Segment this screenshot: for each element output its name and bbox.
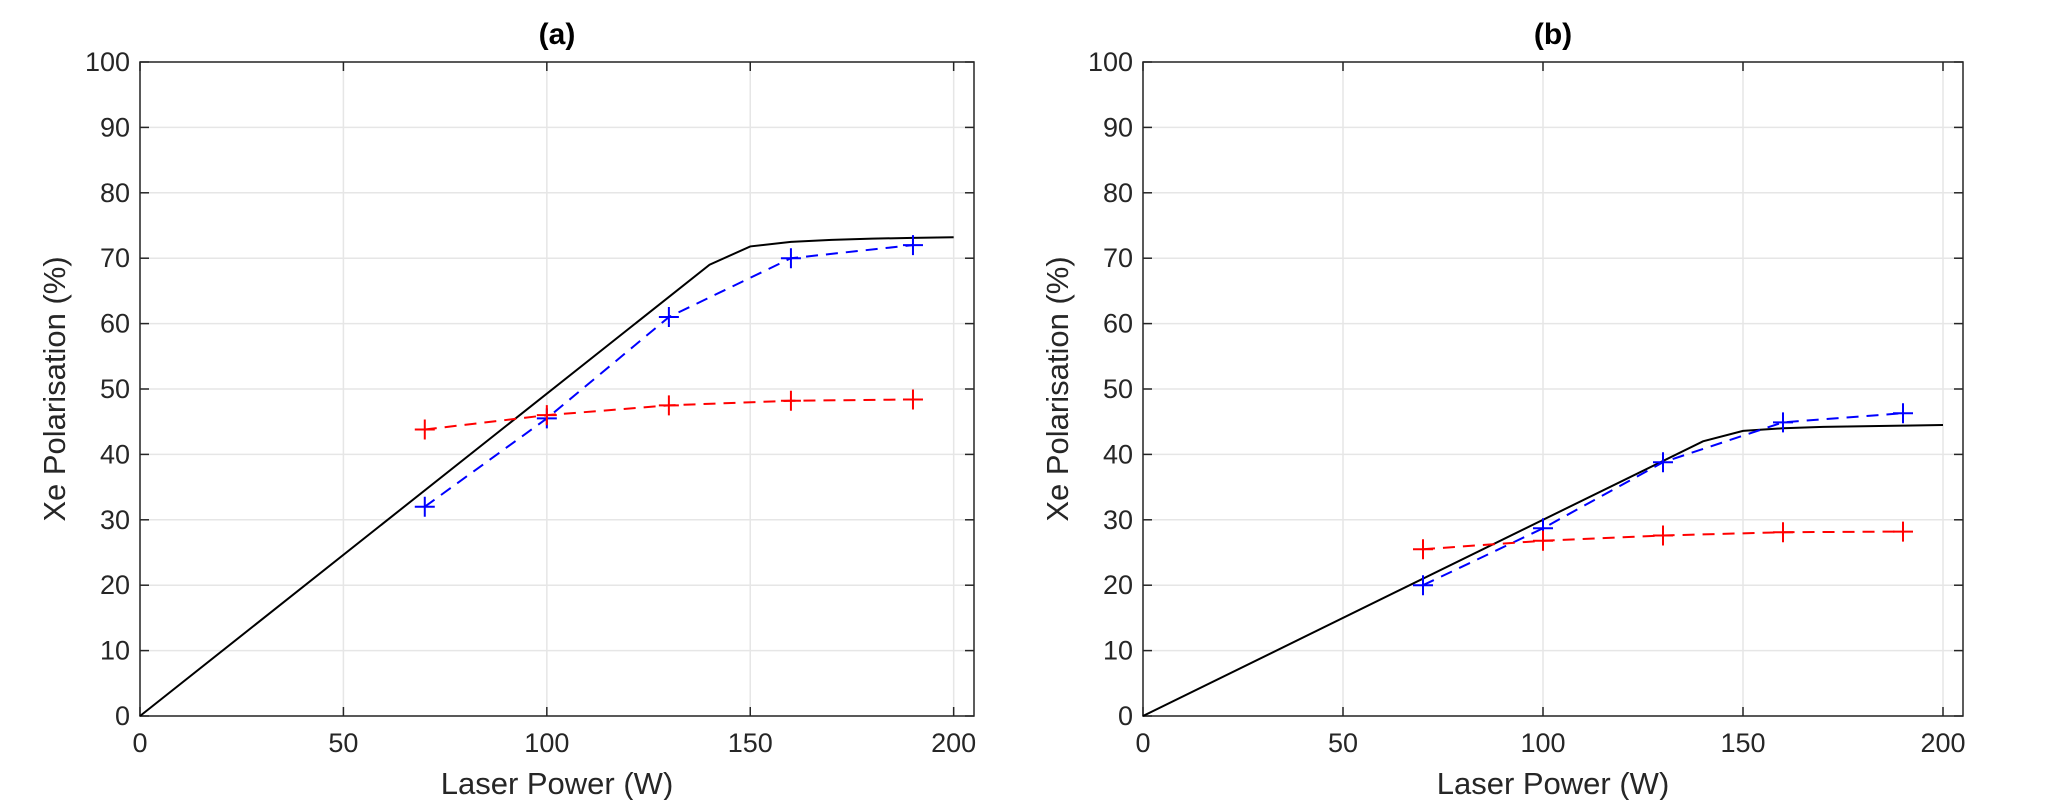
x-tick-label: 200 bbox=[1920, 728, 1965, 758]
data-point-marker bbox=[1653, 525, 1673, 546]
data-point-marker bbox=[780, 248, 801, 269]
chart-title: (a) bbox=[539, 18, 576, 51]
y-tick-label: 20 bbox=[1103, 570, 1133, 600]
y-tick-label: 90 bbox=[100, 112, 130, 142]
x-axis-label: Laser Power (W) bbox=[1437, 766, 1670, 800]
y-tick-label: 60 bbox=[100, 309, 130, 339]
y-tick-label: 40 bbox=[100, 439, 130, 469]
y-axis-label: Xe Polarisation (%) bbox=[37, 256, 72, 521]
chart-title: (b) bbox=[1534, 18, 1572, 51]
data-point-marker bbox=[780, 390, 801, 411]
data-point-marker bbox=[658, 395, 679, 416]
x-tick-label: 0 bbox=[132, 728, 147, 758]
y-tick-label: 50 bbox=[100, 374, 130, 404]
y-tick-label: 10 bbox=[1103, 636, 1133, 666]
data-point-marker bbox=[658, 307, 679, 328]
y-tick-label: 60 bbox=[1103, 309, 1133, 339]
series-line bbox=[424, 244, 914, 508]
x-tick-label: 100 bbox=[1520, 728, 1565, 758]
series-2 bbox=[1413, 521, 1913, 560]
series-line bbox=[139, 236, 954, 717]
x-axis-label: Laser Power (W) bbox=[441, 766, 674, 800]
x-tick-label: 50 bbox=[328, 728, 358, 758]
y-tick-label: 70 bbox=[100, 243, 130, 273]
x-tick-label: 200 bbox=[931, 728, 976, 758]
series-line bbox=[1422, 412, 1904, 587]
x-tick-label: 50 bbox=[1328, 728, 1358, 758]
panel-a: 0 50 100 150 200 0 10 20 30 40 50 60 70 80 90 100 (a) Las… bbox=[37, 18, 976, 800]
data-point-marker bbox=[1893, 521, 1913, 542]
panel-b: 0 50 100 150 200 0 10 20 30 40 50 60 70 80 90 100 (b) Las… bbox=[1040, 18, 1966, 800]
data-point-marker bbox=[1653, 452, 1673, 473]
y-tick-label: 50 bbox=[1103, 374, 1133, 404]
x-tick-label: 150 bbox=[728, 728, 773, 758]
x-tick-label: 150 bbox=[1720, 728, 1765, 758]
data-point-marker bbox=[536, 405, 557, 426]
y-tick-label: 30 bbox=[1103, 505, 1133, 535]
data-point-marker bbox=[1893, 403, 1913, 424]
y-tick-label: 90 bbox=[1103, 112, 1133, 142]
y-tick-label: 80 bbox=[100, 178, 130, 208]
data-point-marker bbox=[902, 389, 923, 410]
series-2 bbox=[414, 389, 923, 440]
y-tick-label: 70 bbox=[1103, 243, 1133, 273]
y-tick-label: 10 bbox=[100, 636, 130, 666]
y-tick-label: 0 bbox=[115, 701, 130, 731]
y-tick-label: 30 bbox=[100, 505, 130, 535]
y-tick-label: 20 bbox=[100, 570, 130, 600]
x-tick-label: 0 bbox=[1135, 728, 1150, 758]
series-0 bbox=[139, 236, 954, 717]
data-point-marker bbox=[1533, 530, 1553, 551]
data-point-marker bbox=[1773, 412, 1793, 433]
x-tick-label: 100 bbox=[524, 728, 569, 758]
series-1 bbox=[1413, 403, 1913, 596]
y-tick-label: 0 bbox=[1118, 701, 1133, 731]
y-tick-label: 100 bbox=[85, 47, 130, 77]
series-line bbox=[1142, 423, 1944, 717]
series-0 bbox=[1142, 423, 1944, 717]
y-axis-label: Xe Polarisation (%) bbox=[1040, 256, 1075, 521]
y-tick-label: 100 bbox=[1088, 47, 1133, 77]
series-1 bbox=[414, 235, 923, 517]
y-tick-label: 40 bbox=[1103, 439, 1133, 469]
data-point-marker bbox=[1413, 539, 1433, 560]
data-point-marker bbox=[414, 419, 435, 440]
data-point-marker bbox=[1773, 522, 1793, 543]
data-point-marker bbox=[902, 235, 923, 256]
y-tick-label: 80 bbox=[1103, 178, 1133, 208]
data-point-marker bbox=[1413, 575, 1433, 596]
data-point-marker bbox=[414, 496, 435, 517]
